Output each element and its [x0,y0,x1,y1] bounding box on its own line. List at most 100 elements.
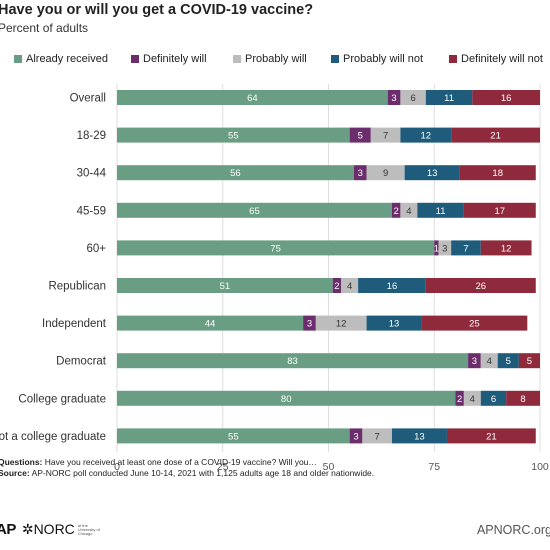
data-label: 8 [520,394,525,405]
bar-segment [421,315,528,331]
bar-segment [480,353,498,369]
data-label: 12 [501,243,512,254]
data-label: 3 [307,319,312,330]
data-label: 6 [491,394,496,405]
category-label: Independent [42,318,107,330]
bar-segment [404,165,460,181]
bar-segment [117,90,388,105]
data-label: 12 [336,319,347,330]
legend-label: Definitely will [143,53,207,65]
chart-title: Have you or will you get a COVID-19 vacc… [0,2,314,18]
bar-segment [518,353,540,369]
category-label: Republican [48,281,106,293]
data-label: 51 [220,281,231,292]
bar-segment [438,240,452,256]
data-label: 11 [436,206,446,217]
x-tick-label: 0 [114,461,120,473]
data-label: 4 [470,394,475,405]
bar-segment [391,202,401,218]
category-label: 45-59 [77,205,106,217]
data-label: 7 [383,131,388,142]
bar-segment [497,353,519,369]
norc-logo: ✲NORC [21,521,75,537]
data-label: 4 [487,356,492,367]
bar-segment [480,240,532,256]
bar-segment [387,90,401,105]
questions-text: Have you received at least one dose of a… [44,457,317,467]
bar-segment [349,127,371,143]
bar-segment [117,428,350,444]
data-label: 18 [492,168,503,179]
bar-segment [117,353,469,369]
data-label: 3 [391,93,396,104]
bar-segment [463,390,481,406]
bar-segment [117,315,304,331]
category-label: 30-44 [77,168,107,180]
bar-segment [315,315,367,331]
bar-segment [358,278,426,293]
x-tick-label: 25 [217,461,229,473]
data-label: 13 [389,319,400,330]
legend-label: Definitely will not [461,53,543,65]
legend-label: Probably will not [343,53,424,65]
legend-item: Already received [14,53,108,65]
questions-note: Questions: Have you received at least on… [0,457,317,467]
bar-segment [332,278,342,293]
bar-segment [303,315,316,331]
data-label: 3 [358,168,363,179]
bar-segment [417,202,464,218]
bar-segment [400,90,426,105]
legend-swatch [14,55,22,63]
source-note: Source: AP-NORC poll conducted June 10-1… [0,468,374,478]
bar-segment [451,127,540,143]
bar-segment [117,240,435,256]
bar-segment [455,390,464,406]
x-tick-label: 100 [531,461,549,473]
legend-item: Definitely will [131,53,207,65]
data-label: 12 [421,131,432,142]
bar-segment [362,428,392,444]
legend-item: Definitely will not [449,53,543,65]
data-label: 3 [353,431,358,442]
legend-label: Probably will [245,53,307,65]
x-tick-label: 75 [428,461,440,473]
data-label: 55 [228,431,239,442]
bar-segment [341,278,359,293]
data-label: 17 [495,206,506,217]
legend-swatch [331,55,339,63]
data-label: 11 [444,93,454,104]
data-label: 65 [249,206,260,217]
data-label: 55 [228,131,239,142]
data-label: 3 [472,356,477,367]
data-label: 3 [442,243,447,254]
website-link[interactable]: APNORC.org [476,523,550,537]
legend-item: Probably will [233,53,307,65]
data-label: 13 [427,168,438,179]
data-label: 16 [387,281,398,292]
data-label: 7 [374,431,379,442]
data-label: 13 [414,431,425,442]
category-label: Democrat [56,356,107,368]
bar-segment [370,127,401,143]
data-label: 2 [334,281,339,292]
data-label: 7 [463,243,468,254]
bar-segment [366,165,405,181]
footer-logos: AP ✲NORC at the University of Chicago [0,521,106,538]
data-label: 26 [475,281,486,292]
bar-segment [434,240,439,256]
data-label: 5 [506,356,511,367]
bar-segment [472,90,540,105]
bar-segment [425,90,473,105]
data-label: 44 [205,319,216,330]
category-label: Overall [70,93,106,105]
data-label: 64 [247,93,258,104]
data-label: 2 [457,394,462,405]
x-tick-label: 50 [323,461,335,473]
data-label: 25 [469,319,480,330]
bar-segment [366,315,422,331]
data-label: 21 [486,431,497,442]
category-label: Not a college graduate [0,431,106,443]
data-label: 5 [358,131,363,142]
bar-segment [506,390,540,406]
